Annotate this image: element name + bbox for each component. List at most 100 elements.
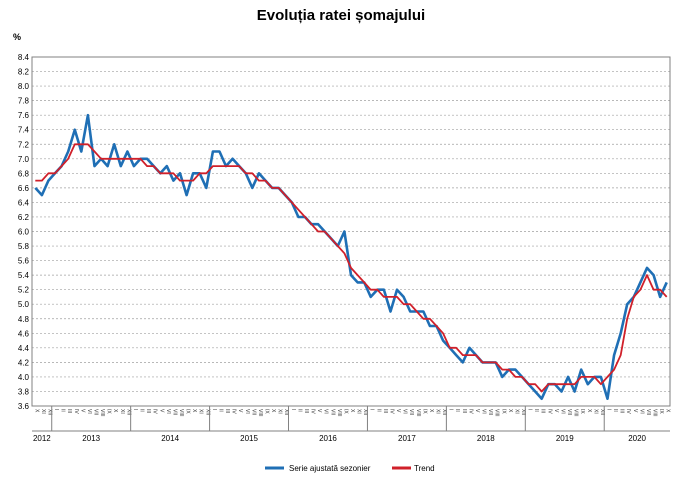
- x-tick-month-label: V: [158, 409, 164, 413]
- y-tick-label: 5.4: [18, 271, 30, 280]
- x-tick-month-label: I: [53, 409, 59, 410]
- x-tick-month-label: VII: [566, 409, 572, 415]
- x-tick-month-label: III: [461, 409, 467, 413]
- x-year-label: 2018: [477, 434, 495, 443]
- x-tick-month-label: III: [224, 409, 230, 413]
- x-tick-month-label: V: [316, 409, 322, 413]
- x-tick-month-label: VII: [329, 409, 335, 415]
- y-tick-label: 4.6: [18, 329, 30, 338]
- x-tick-month-label: X: [33, 409, 39, 413]
- x-year-label: 2014: [161, 434, 179, 443]
- x-tick-month-label: VII: [250, 409, 256, 415]
- y-tick-label: 4.8: [18, 315, 30, 324]
- y-tick-label: 8.2: [18, 68, 30, 77]
- x-tick-month-label: II: [217, 409, 223, 412]
- x-tick-month-label: V: [79, 409, 85, 413]
- y-tick-label: 6.8: [18, 169, 30, 178]
- x-year-label: 2017: [398, 434, 416, 443]
- x-tick-month-label: XI: [435, 409, 441, 414]
- x-tick-month-label: I: [606, 409, 612, 410]
- x-tick-month-label: X: [507, 409, 513, 413]
- x-tick-month-label: V: [553, 409, 559, 413]
- x-tick-month-label: XII: [204, 409, 210, 415]
- grid-lines: [32, 56, 670, 407]
- x-year-label: 2016: [319, 434, 337, 443]
- x-tick-month-label: IX: [342, 409, 348, 414]
- x-tick-month-label: VII: [408, 409, 414, 415]
- y-tick-label: 5.0: [18, 300, 30, 309]
- x-tick-month-label: VIII: [494, 409, 500, 417]
- x-tick-month-label: II: [296, 409, 302, 412]
- x-year-label: 2013: [82, 434, 100, 443]
- x-tick-month-label: VIII: [652, 409, 658, 417]
- x-tick-month-label: X: [665, 409, 671, 413]
- x-tick-month-label: VII: [92, 409, 98, 415]
- x-tick-month-label: VI: [481, 409, 487, 414]
- y-tick-label: 6.4: [18, 198, 30, 207]
- x-tick-month-label: V: [237, 409, 243, 413]
- x-tick-month-label: II: [612, 409, 618, 412]
- y-tick-label: 7.8: [18, 97, 30, 106]
- y-tick-label: 5.6: [18, 257, 30, 266]
- x-tick-month-label: VI: [559, 409, 565, 414]
- x-tick-month-label: X: [428, 409, 434, 413]
- x-tick-month-label: I: [290, 409, 296, 410]
- x-tick-month-label: XI: [119, 409, 125, 414]
- series-lines: [34, 113, 668, 401]
- series-line-trend: [35, 143, 668, 393]
- x-tick-month-label: III: [619, 409, 625, 413]
- x-tick-month-label: IV: [152, 409, 158, 414]
- x-tick-month-label: IV: [73, 409, 79, 414]
- x-tick-month-label: XI: [592, 409, 598, 414]
- x-tick-month-label: IX: [185, 409, 191, 414]
- x-tick-month-label: XII: [520, 409, 526, 415]
- x-tick-month-label: IV: [231, 409, 237, 414]
- x-tick-month-label: XII: [599, 409, 605, 415]
- x-tick-month-label: VIII: [99, 409, 105, 417]
- x-tick-month-label: I: [211, 409, 217, 410]
- x-year-label: 2019: [556, 434, 574, 443]
- x-tick-month-label: III: [145, 409, 151, 413]
- x-tick-month-label: VI: [638, 409, 644, 414]
- y-tick-label: 3.6: [18, 402, 30, 411]
- x-tick-month-label: III: [66, 409, 72, 413]
- x-tick-month-label: VI: [86, 409, 92, 414]
- y-axis-unit-label: %: [13, 32, 21, 42]
- y-tick-label: 7.0: [18, 155, 30, 164]
- x-tick-month-label: XII: [46, 409, 52, 415]
- x-tick-month-label: VIII: [257, 409, 263, 417]
- x-tick-month-label: VIII: [178, 409, 184, 417]
- x-tick-month-label: VI: [402, 409, 408, 414]
- x-tick-month-label: I: [132, 409, 138, 410]
- x-year-label: 2015: [240, 434, 258, 443]
- x-tick-month-label: IV: [625, 409, 631, 414]
- legend-label-series2: Trend: [414, 464, 435, 473]
- x-tick-month-label: IX: [500, 409, 506, 414]
- x-tick-month-label: I: [448, 409, 454, 410]
- x-tick-month-label: II: [533, 409, 539, 412]
- x-tick-month-label: VIII: [573, 409, 579, 417]
- x-tick-month-label: IX: [658, 409, 664, 414]
- y-tick-label: 7.4: [18, 126, 30, 135]
- x-year-label: 2012: [33, 434, 51, 443]
- x-tick-month-label: V: [474, 409, 480, 413]
- x-tick-month-label: X: [191, 409, 197, 413]
- x-tick-month-label: IV: [467, 409, 473, 414]
- x-tick-month-label: XI: [356, 409, 362, 414]
- x-tick-month-label: XII: [125, 409, 131, 415]
- x-tick-month-label: VI: [244, 409, 250, 414]
- x-tick-month-label: II: [60, 409, 66, 412]
- x-tick-month-label: VIII: [415, 409, 421, 417]
- x-tick-month-label: IX: [106, 409, 112, 414]
- x-tick-month-label: XI: [40, 409, 46, 414]
- x-tick-month-label: X: [586, 409, 592, 413]
- chart-title: Evoluția ratei șomajului: [257, 7, 425, 24]
- y-axis-ticks: 3.6 3.8 4.0 4.2 4.4 4.6 4.8 5.0 5.2 5.4 5.6 5.8 6.0 6…: [18, 53, 30, 411]
- x-tick-month-label: III: [540, 409, 546, 413]
- x-tick-month-label: IX: [579, 409, 585, 414]
- y-tick-label: 7.6: [18, 111, 30, 120]
- x-tick-month-label: X: [270, 409, 276, 413]
- y-tick-label: 8.4: [18, 53, 30, 62]
- x-tick-month-label: II: [139, 409, 145, 412]
- x-tick-month-label: VI: [323, 409, 329, 414]
